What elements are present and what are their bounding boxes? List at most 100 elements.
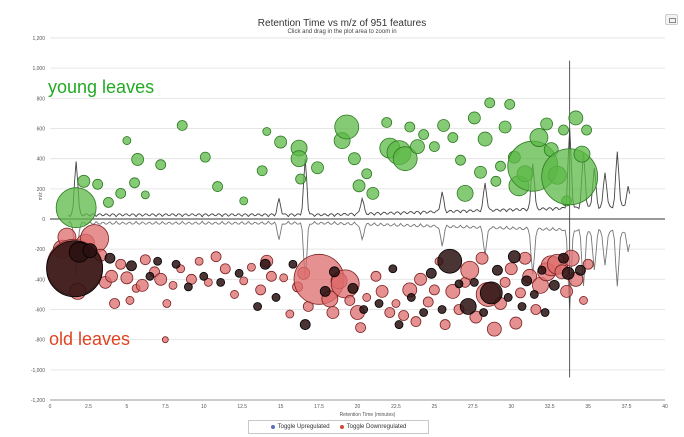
- y-tick-label: 800: [37, 96, 46, 102]
- data-point-dark: [234, 268, 244, 278]
- x-tick-label: 32.5: [545, 404, 555, 410]
- data-point-upregulated: [366, 186, 380, 200]
- x-tick-label: 2.5: [85, 404, 92, 410]
- data-point-dark: [288, 259, 298, 269]
- data-point-dark: [419, 308, 429, 317]
- data-point-dark: [259, 258, 271, 270]
- data-point-upregulated: [573, 145, 591, 163]
- data-point-dark: [374, 299, 384, 308]
- x-tick-label: 15: [278, 404, 284, 410]
- data-point-upregulated: [348, 152, 361, 166]
- data-point-downregulated: [115, 258, 127, 270]
- data-point-downregulated: [499, 276, 511, 288]
- data-point-downregulated: [219, 263, 231, 275]
- data-point-upregulated: [55, 187, 97, 229]
- x-tick-label: 0: [49, 404, 52, 410]
- data-point-upregulated: [262, 127, 272, 136]
- data-point-downregulated: [504, 262, 518, 276]
- data-point-downregulated: [168, 280, 178, 290]
- data-point-upregulated: [455, 154, 466, 166]
- data-point-downregulated: [255, 284, 267, 296]
- data-point-upregulated: [290, 150, 308, 168]
- data-point-upregulated: [295, 173, 307, 185]
- data-point-upregulated: [490, 175, 502, 187]
- data-point-downregulated: [439, 319, 451, 330]
- chart-legend: Toggle Upregulated Toggle Downregulated: [248, 420, 429, 434]
- y-axis-title: m/z: [38, 192, 44, 201]
- data-point-dark: [299, 319, 311, 330]
- annotation-old-leaves: old leaves: [49, 329, 131, 349]
- data-point-downregulated: [460, 260, 480, 280]
- data-point-downregulated: [210, 251, 222, 263]
- data-point-upregulated: [199, 151, 211, 163]
- legend-upregulated-label: Toggle Upregulated: [277, 424, 330, 430]
- data-point-dark: [82, 243, 98, 259]
- data-point-downregulated: [326, 306, 340, 319]
- data-point-upregulated: [103, 197, 114, 208]
- data-point-downregulated: [161, 336, 169, 344]
- data-point-downregulated: [355, 322, 366, 334]
- data-point-dark: [529, 290, 539, 299]
- x-tick-label: 12.5: [237, 404, 247, 410]
- data-point-dark: [329, 266, 340, 278]
- data-point-dark: [521, 275, 533, 287]
- x-tick-label: 37.5: [622, 404, 632, 410]
- data-point-downregulated: [370, 270, 382, 282]
- data-point-upregulated: [558, 124, 569, 136]
- x-tick-label: 17.5: [314, 404, 324, 410]
- y-tick-label: -800: [35, 338, 45, 344]
- data-point-upregulated: [529, 128, 549, 147]
- data-point-dark: [171, 259, 181, 269]
- legend-toggle-downregulated[interactable]: Toggle Downregulated: [339, 424, 406, 430]
- y-tick-label: -1,000: [31, 368, 45, 374]
- data-point-upregulated: [428, 141, 440, 153]
- data-point-downregulated: [194, 256, 204, 266]
- data-point-upregulated: [274, 135, 288, 149]
- data-point-upregulated: [474, 165, 487, 179]
- data-point-downregulated: [410, 316, 422, 327]
- x-tick-label: 22.5: [391, 404, 401, 410]
- data-point-dark: [548, 279, 560, 291]
- data-point-upregulated: [176, 120, 188, 131]
- y-tick-label: -400: [35, 277, 45, 283]
- data-point-dark: [126, 260, 137, 272]
- data-point-upregulated: [129, 177, 140, 189]
- data-point-downregulated: [422, 296, 434, 308]
- data-point-upregulated: [437, 119, 451, 132]
- data-point-dark: [492, 264, 503, 276]
- data-point-dark: [359, 305, 369, 314]
- annotation-young-leaves: young leaves: [48, 77, 155, 97]
- data-point-dark: [104, 252, 116, 264]
- data-point-dark: [183, 282, 193, 292]
- data-point-dark: [394, 320, 404, 329]
- data-point-downregulated: [428, 284, 440, 296]
- data-point-downregulated: [486, 321, 502, 337]
- data-point-upregulated: [447, 132, 459, 143]
- data-point-downregulated: [125, 296, 135, 305]
- data-point-dark: [558, 252, 569, 264]
- data-point-downregulated: [230, 290, 239, 299]
- data-point-downregulated: [109, 298, 120, 309]
- data-point-upregulated: [498, 120, 512, 134]
- data-point-dark: [503, 293, 513, 302]
- data-point-downregulated: [579, 296, 588, 305]
- data-point-upregulated: [418, 129, 430, 140]
- chart-title: Retention Time vs m/z of 951 features: [257, 18, 427, 29]
- data-point-downregulated: [475, 251, 489, 265]
- y-tick-label: 1,200: [32, 36, 45, 42]
- data-point-downregulated: [362, 293, 372, 302]
- data-point-downregulated: [509, 316, 523, 330]
- data-point-upregulated: [361, 168, 373, 180]
- data-point-dark: [537, 265, 547, 275]
- y-tick-label: 400: [37, 157, 46, 163]
- data-point-downregulated: [344, 295, 356, 306]
- data-point-downregulated: [582, 258, 594, 270]
- legend-toggle-upregulated[interactable]: Toggle Upregulated: [270, 424, 330, 430]
- data-point-upregulated: [541, 148, 599, 206]
- export-menu-icon[interactable]: [665, 14, 678, 25]
- data-point-upregulated: [131, 153, 145, 166]
- data-point-dark: [437, 305, 447, 314]
- x-tick-label: 25: [432, 404, 438, 410]
